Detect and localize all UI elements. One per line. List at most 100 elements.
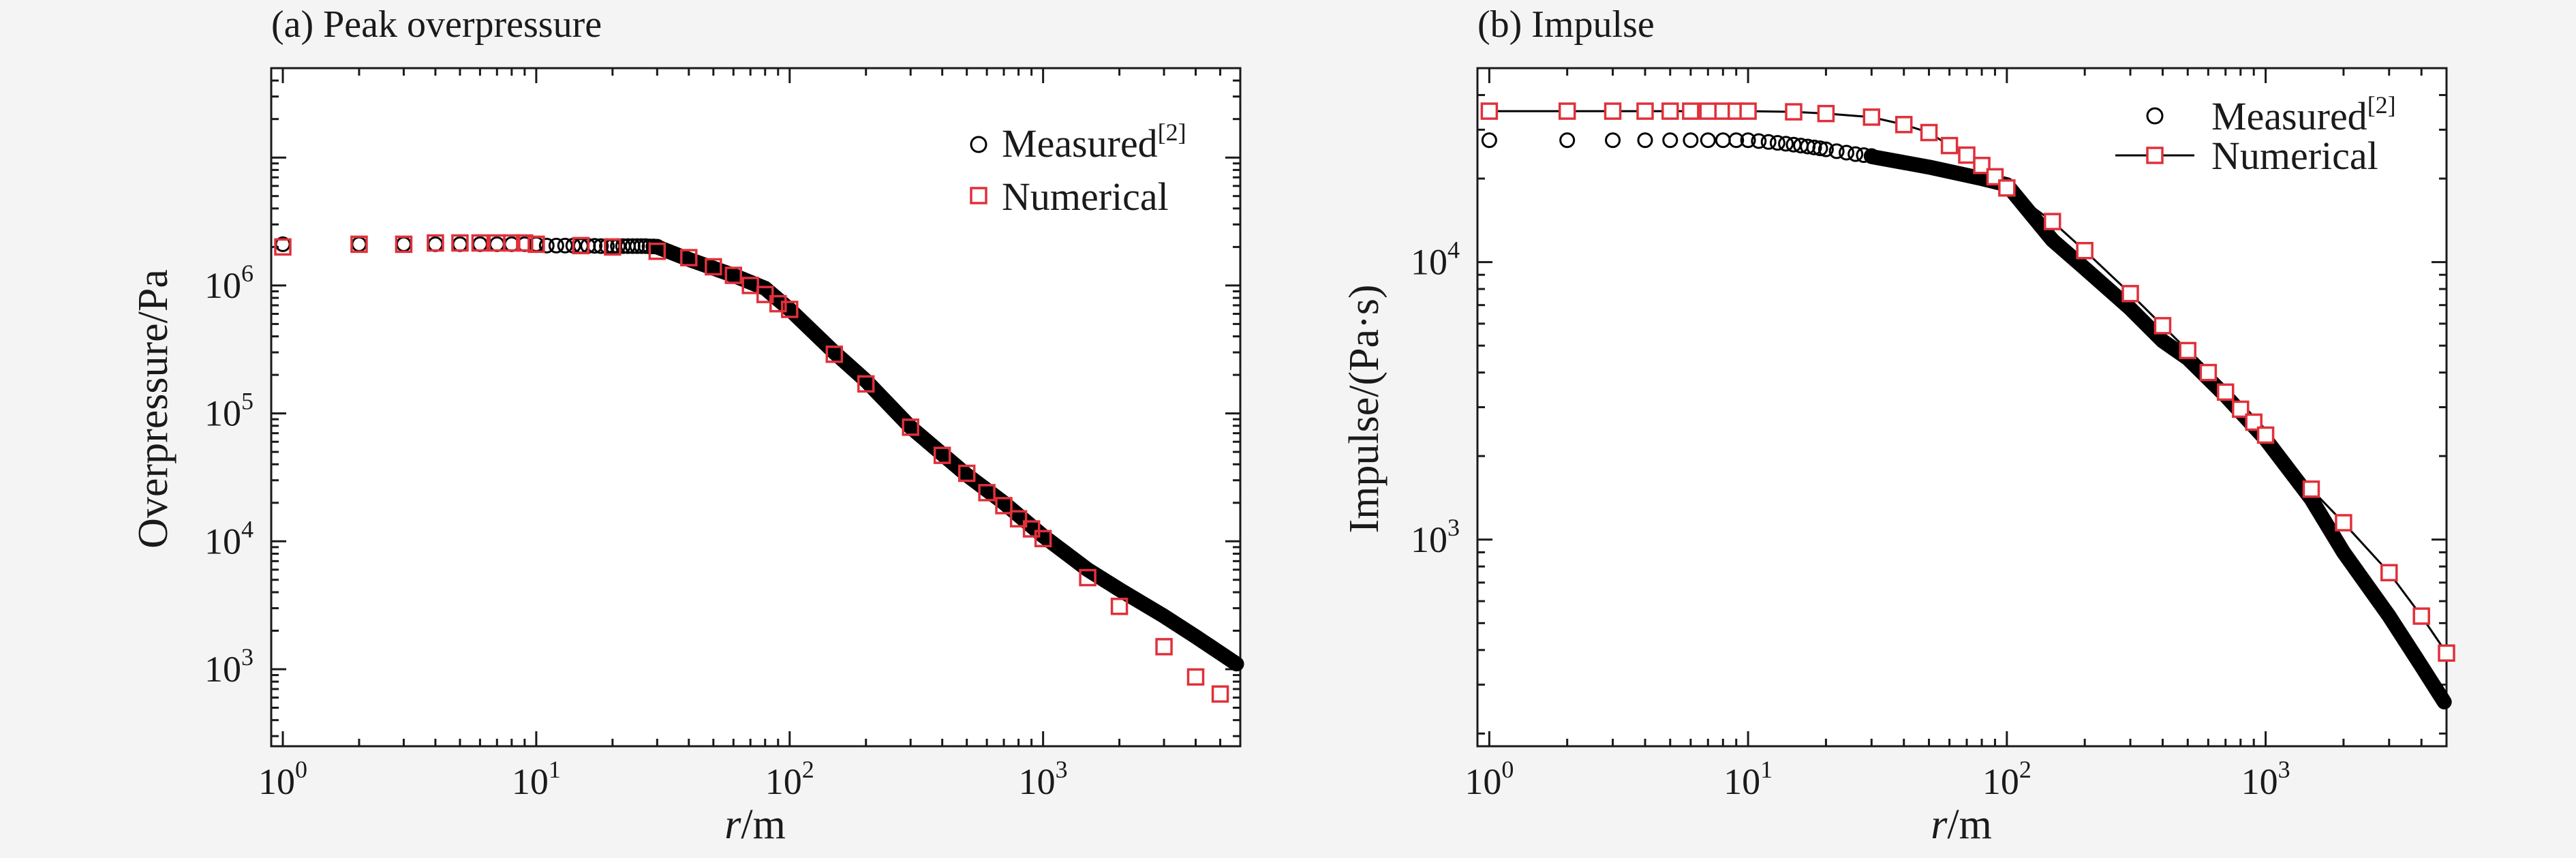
numerical-point — [781, 301, 799, 318]
y-tick-label: 103 — [1411, 514, 1460, 560]
numerical-series — [1480, 102, 2455, 662]
numerical-point — [1998, 179, 2016, 197]
numerical-point — [1699, 102, 1717, 120]
numerical-point — [1186, 668, 1205, 686]
numerical-point — [350, 235, 368, 254]
y-tick-label: 104 — [204, 515, 254, 562]
numerical-point — [2179, 341, 2197, 360]
numerical-point — [1739, 102, 1757, 120]
y-axis-label: Overpressure/Pa — [130, 269, 177, 549]
measured-point — [557, 237, 573, 254]
legend-measured-label: Measured[2] — [2211, 91, 2396, 138]
measured-point — [1828, 143, 1845, 159]
measured-point — [548, 237, 564, 254]
numerical-point — [451, 234, 469, 252]
numerical-point — [2256, 426, 2275, 444]
numerical-point — [572, 236, 590, 255]
numerical-point — [1862, 108, 1881, 126]
measured-point — [1760, 134, 1777, 150]
x-tick-label: 103 — [1019, 756, 1068, 802]
numerical-point — [1973, 157, 1991, 174]
measured-point — [1838, 144, 1854, 161]
x-tick-label: 101 — [1723, 756, 1773, 802]
measured-point — [1806, 139, 1822, 155]
axis-ticks — [1476, 67, 2448, 746]
numerical-point — [1558, 102, 1576, 120]
numerical-point — [395, 235, 413, 254]
legend: Measured[2] Numerical — [2115, 91, 2396, 178]
measured-point — [593, 238, 609, 254]
numerical-point — [2153, 317, 2172, 335]
numerical-point — [604, 238, 622, 256]
y-axis-label: Impulse/(Pa·s) — [1341, 284, 1387, 533]
panel-title: (a) Peak overpressure — [271, 3, 602, 46]
measured-point — [1605, 132, 1621, 149]
measured-point — [1812, 140, 1828, 157]
measured-dense-trace — [649, 239, 1244, 672]
numerical-point — [427, 234, 444, 252]
tick-labels: 100 101 102 103 103 104 105 106 — [204, 260, 1068, 802]
legend: Measured[2] Numerical — [970, 119, 1186, 219]
numerical-point — [2199, 363, 2218, 382]
x-axis-label: r/m — [1931, 801, 1992, 848]
numerical-point — [1034, 530, 1052, 548]
y-tick-label: 106 — [204, 260, 254, 306]
x-tick-label: 102 — [1982, 756, 2031, 802]
legend-numerical-label: Numerical — [1002, 174, 1169, 219]
measured-point — [1481, 132, 1497, 149]
measured-point — [629, 238, 645, 254]
x-tick-label: 100 — [258, 756, 307, 802]
measured-point — [1662, 132, 1678, 149]
numerical-point — [902, 418, 919, 436]
legend-numerical-marker — [970, 187, 987, 204]
measured-point — [1769, 135, 1785, 151]
measured-point — [1778, 136, 1794, 152]
measured-point — [1818, 141, 1834, 157]
legend-numerical-label: Numerical — [2211, 134, 2378, 178]
numerical-point — [957, 464, 976, 482]
numerical-point — [2043, 213, 2061, 230]
numerical-point — [1895, 116, 1913, 134]
numerical-point — [2217, 383, 2235, 401]
x-axis-label: r/m — [724, 801, 786, 848]
measured-point — [538, 237, 555, 254]
numerical-point — [2380, 564, 2398, 582]
numerical-point — [1817, 104, 1835, 123]
x-tick-label: 102 — [765, 756, 814, 802]
measured-point — [1728, 132, 1745, 149]
measured-point — [1740, 132, 1756, 149]
numerical-point — [995, 497, 1013, 515]
numerical-point — [2245, 413, 2263, 431]
numerical-point — [2121, 285, 2139, 303]
measured-point — [1559, 132, 1576, 149]
measured-point — [1751, 133, 1767, 149]
numerical-point — [1009, 510, 1028, 527]
legend-measured-marker — [970, 136, 987, 153]
numerical-point — [857, 375, 875, 393]
numerical-point — [1211, 685, 1229, 703]
numerical-point — [1958, 146, 1976, 164]
numerical-point — [503, 234, 521, 252]
numerical-point — [648, 242, 666, 260]
legend-measured-label: Measured[2] — [1002, 119, 1186, 166]
measured-point — [1700, 132, 1716, 149]
numerical-point — [274, 238, 292, 256]
numerical-point — [2438, 644, 2455, 662]
numerical-point — [1480, 102, 1499, 120]
axis-ticks — [270, 67, 1242, 746]
x-tick-label: 100 — [1465, 756, 1514, 802]
measured-point — [1683, 132, 1699, 149]
numerical-point — [1079, 568, 1097, 587]
numerical-point — [516, 234, 534, 252]
plot-area — [270, 67, 1242, 748]
legend-measured-marker — [2146, 107, 2164, 125]
numerical-point — [978, 484, 996, 502]
numerical-point — [2076, 241, 2094, 260]
y-tick-label: 105 — [204, 388, 254, 434]
panel-peak-overpressure: (a) Peak overpressure 100 101 102 103 103 104… — [130, 3, 1244, 848]
numerical-point — [933, 446, 951, 464]
measured-point — [633, 238, 649, 254]
numerical-point — [1636, 102, 1654, 120]
x-tick-label: 101 — [512, 756, 561, 802]
numerical-point — [2302, 480, 2320, 498]
